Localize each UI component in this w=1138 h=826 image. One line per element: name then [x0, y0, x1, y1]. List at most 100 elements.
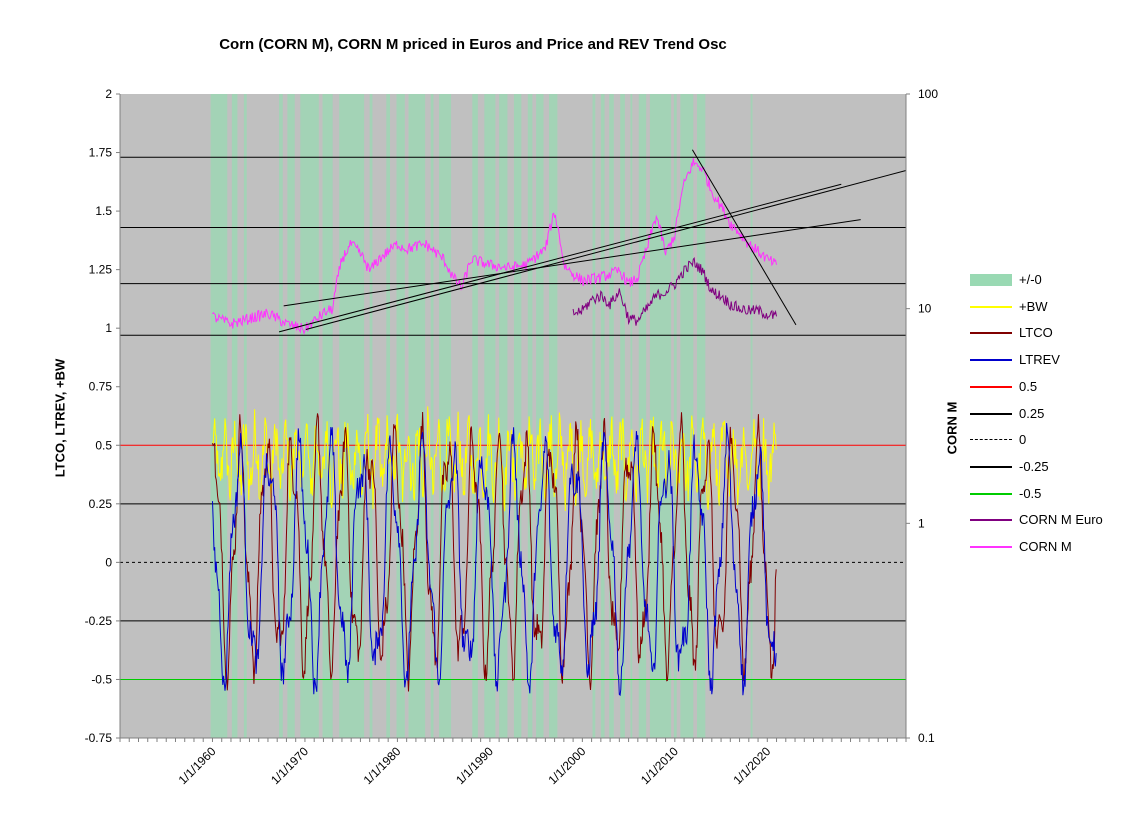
chart-title: Corn (CORN M), CORN M priced in Euros an…: [219, 36, 727, 53]
shaded-band: [430, 94, 434, 738]
shaded-band: [300, 94, 319, 738]
legend-swatch: [970, 332, 1012, 335]
legend-label: 0.5: [1019, 378, 1038, 394]
legend-label: 0.25: [1019, 405, 1045, 421]
legend-label: CORN M Euro: [1019, 512, 1103, 528]
left-tick-label: 1.75: [89, 146, 113, 160]
legend-item: +BW: [970, 299, 1135, 315]
left-tick-label: -0.75: [85, 731, 113, 745]
shaded-band: [484, 94, 496, 738]
trend-line: [305, 170, 907, 330]
legend-item: 0.25: [970, 406, 1135, 422]
legend-item: CORN M: [970, 539, 1135, 555]
x-tick-label: 1/1/1970: [268, 744, 311, 787]
legend-label: LTREV: [1019, 352, 1060, 368]
legend-label: -0.5: [1019, 485, 1042, 501]
right-tick-label: 0.1: [918, 731, 935, 745]
left-tick-label: 2: [105, 87, 112, 101]
shaded-band: [279, 94, 283, 738]
shaded-band: [396, 94, 405, 738]
trend-lines: [278, 149, 907, 333]
legend-item: +/-0: [970, 272, 1135, 288]
shaded-band: [386, 94, 391, 738]
x-tick-label: 1/1/2020: [730, 744, 773, 787]
shaded-band: [439, 94, 452, 738]
shaded-band: [638, 94, 647, 738]
legend-label: +/-0: [1019, 272, 1042, 287]
legend-item: 0.5: [970, 379, 1135, 395]
shaded-band: [592, 94, 596, 738]
legend-label: +BW: [1019, 298, 1048, 314]
series-corn-m-euro-line: [572, 257, 777, 326]
legend-swatch: [970, 546, 1012, 548]
right-tick-label: 1: [918, 516, 925, 530]
shaded-band: [680, 94, 694, 738]
shaded-band: [287, 94, 295, 738]
left-tick-label: 1.25: [89, 263, 113, 277]
left-tick-label: -0.5: [91, 672, 112, 686]
legend-swatch: [970, 305, 1012, 308]
legend-swatch: [970, 274, 1012, 286]
legend-swatch: [970, 465, 1012, 468]
shaded-band: [499, 94, 508, 738]
trend-line: [283, 219, 861, 307]
legend-swatch: [970, 519, 1012, 522]
shaded-band: [322, 94, 333, 738]
shaded-band: [243, 94, 247, 738]
shaded-band: [750, 94, 753, 738]
shaded-band: [620, 94, 625, 738]
series-bw-line: [212, 406, 777, 512]
legend-label: 0: [1019, 432, 1027, 448]
series-ltrev-line: [212, 423, 777, 697]
x-tick-label: 1/1/1960: [176, 744, 219, 787]
shaded-band: [549, 94, 558, 738]
legend-swatch: [970, 359, 1012, 362]
left-tick-label: -0.25: [85, 614, 113, 628]
left-tick-label: 0.75: [89, 380, 113, 394]
shaded-band: [513, 94, 522, 738]
shaded-band: [697, 94, 706, 738]
shaded-band: [609, 94, 614, 738]
legend-item: -0.25: [970, 459, 1135, 475]
right-tick-label: 100: [918, 87, 938, 101]
left-tick-label: 0.5: [95, 438, 112, 452]
x-tick-label: 1/1/2010: [638, 744, 681, 787]
shaded-band: [527, 94, 533, 738]
shaded-band: [369, 94, 373, 738]
series-ltco-line: [212, 411, 777, 692]
legend-item: LTCO: [970, 325, 1135, 341]
left-tick-label: 1.5: [95, 204, 112, 218]
shaded-band: [673, 94, 677, 738]
legend-item: 0: [970, 432, 1135, 448]
left-tick-label: 0: [105, 555, 112, 569]
shaded-band: [600, 94, 605, 738]
left-tick-label: 1: [105, 321, 112, 335]
shaded-band: [472, 94, 478, 738]
shaded-bands: [210, 94, 753, 738]
legend-swatch: [970, 439, 1012, 441]
shaded-band: [210, 94, 228, 738]
trend-line: [278, 183, 842, 333]
x-tick-label: 1/1/1990: [453, 744, 496, 787]
legend-label: CORN M: [1019, 539, 1072, 554]
legend-item: -0.5: [970, 486, 1135, 502]
legend-label: LTCO: [1019, 325, 1053, 341]
shaded-band: [536, 94, 544, 738]
trend-line: [691, 149, 797, 326]
legend-item: CORN M Euro: [970, 512, 1135, 528]
shaded-band: [630, 94, 633, 738]
shaded-band: [649, 94, 672, 738]
left-tick-label: 0.25: [89, 497, 113, 511]
x-tick-label: 1/1/2000: [546, 744, 589, 787]
legend-swatch: [970, 385, 1012, 388]
right-tick-label: 10: [918, 302, 932, 316]
legend-item: LTREV: [970, 352, 1135, 368]
x-tick-label: 1/1/1980: [361, 744, 404, 787]
plot-background: [120, 94, 906, 738]
legend-swatch: [970, 412, 1012, 415]
legend-label: -0.25: [1019, 458, 1049, 474]
legend-swatch: [970, 492, 1012, 495]
shaded-band: [231, 94, 238, 738]
